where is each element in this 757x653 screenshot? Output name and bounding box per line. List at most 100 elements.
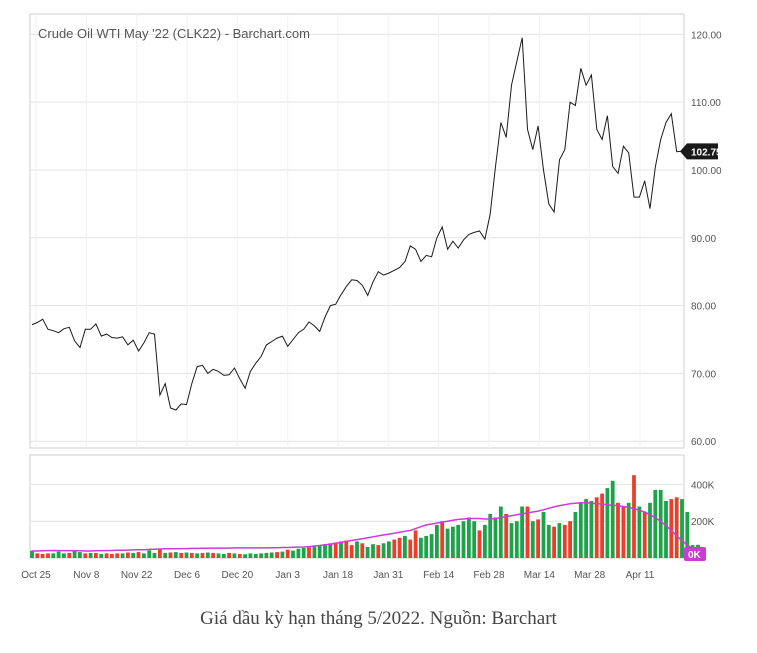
chart-area: 60.00 70.00 80.00 90.00 100.00 110.00 120.00 20… [21,13,722,581]
volume-bar [371,544,375,558]
volume-bar [408,539,413,558]
x-tick-label: Dec 20 [221,570,253,581]
volume-bar [83,553,88,558]
volume-bar [232,553,237,558]
x-tick-label: Oct 25 [21,570,51,581]
volume-bar [514,521,519,558]
volume-bar [360,543,365,558]
volume-bar [658,489,663,558]
volume-bar [456,524,461,558]
volume-bar [355,541,359,558]
volume-bar [158,548,162,558]
volume-bar [397,537,402,558]
volume-bar [653,489,658,558]
volume-bar [253,554,258,558]
x-tick-label: Dec 6 [174,570,201,581]
volume-bar [573,512,578,558]
volume-bar [184,552,189,558]
volume-bar [46,553,50,558]
volume-bar [275,552,279,558]
volume-bar [637,506,642,558]
volume-bar [594,497,599,558]
volume-bar [664,501,668,558]
volume-bar [451,526,455,558]
volume-bar [168,552,173,558]
volume-bar [493,517,498,558]
volume-bar [221,554,226,558]
last-price-label: 102.75 [691,147,722,158]
volume-bar [131,552,136,558]
volume-bar [600,493,604,558]
volume-bar [163,552,168,558]
volume-bar [333,542,338,558]
volume-bar [136,552,141,558]
volume-bar [291,550,295,558]
x-tick-label: Apr 11 [626,570,655,581]
volume-bar [115,553,120,558]
volume-bar [99,554,104,558]
volume-bar [62,553,66,558]
volume-bar [243,554,247,558]
volume-bar [152,552,157,558]
volume-bar [674,497,679,558]
volume-bar [317,546,322,558]
volume-bar [264,552,269,558]
volume-bar [344,540,349,558]
volume-bar [323,544,327,558]
volume-bar [632,475,636,558]
volume-bar [227,552,231,558]
volume-bar [94,552,98,558]
volume-bar [173,552,178,558]
volume-bar [642,512,647,558]
volume-bar [680,499,684,558]
volume-bar [40,554,45,558]
volume-bar [461,521,466,558]
volume-bar [610,480,615,559]
volume-bar [296,548,301,558]
volume-bar [616,502,620,558]
volume-bar [285,549,290,558]
volume-bar [259,553,263,558]
volume-bar [552,526,556,558]
volume-bar [557,523,562,558]
volume-bar [605,488,610,558]
volume-bar [429,534,434,558]
volume-bar [312,546,317,558]
volume-bar [509,523,514,558]
volume-bar [530,521,535,558]
volume-bar [72,551,77,558]
volume-bar [562,524,567,558]
volume-bar [365,547,370,558]
price-tick-label: 90.00 [691,234,716,245]
volume-bar [30,550,34,558]
chart-title: Crude Oil WTI May '22 (CLK22) - Barchart… [38,26,310,41]
volume-bar [685,512,690,558]
price-tick-label: 60.00 [691,437,716,448]
volume-bar [301,547,306,558]
volume-bar [216,553,221,558]
x-tick-label: Jan 31 [373,570,403,581]
volume-bar [88,552,93,558]
volume-bar [472,521,477,558]
price-tick-label: 110.00 [691,98,721,109]
x-tick-label: Nov 8 [73,570,100,581]
price-tick-label: 80.00 [691,302,716,313]
volume-bar [589,501,594,558]
x-tick-label: Jan 18 [323,570,353,581]
volume-bar [435,524,439,558]
volume-bar [349,545,354,558]
volume-bar [126,552,130,558]
volume-bar [376,545,381,558]
volume-bar [189,552,194,558]
volume-bar [339,541,343,558]
volume-bar [120,553,125,558]
price-series-line [31,37,683,411]
volume-bar [78,552,82,558]
chart-svg: 60.00 70.00 80.00 90.00 100.00 110.00 120.00 20… [21,13,722,581]
price-tick-label: 120.00 [691,30,722,41]
volume-bar [307,547,311,558]
volume-bar [483,524,487,558]
last-volume-label: 0K [688,550,702,561]
volume-bar [488,513,493,558]
price-panel-frame [29,13,685,449]
